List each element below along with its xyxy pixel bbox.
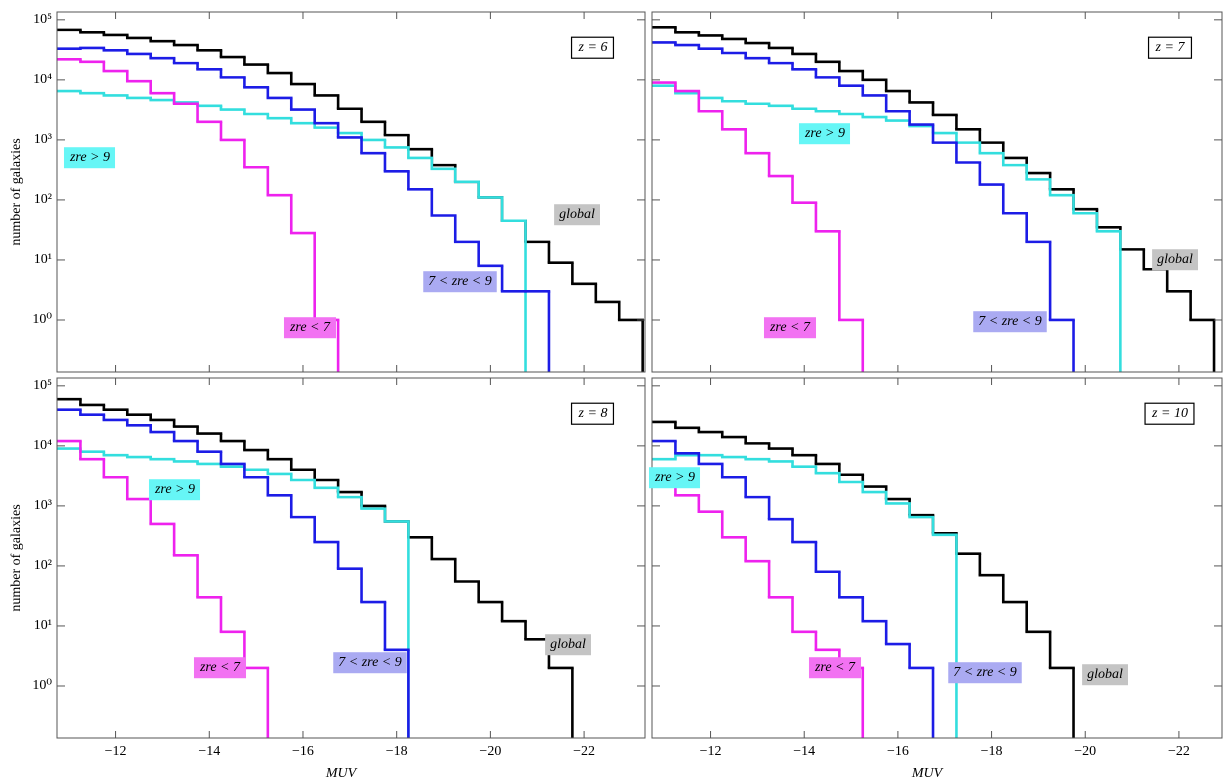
series-label: 7 < zre < 9 — [428, 274, 492, 289]
plot-area — [57, 28, 644, 372]
series-label: global — [1087, 667, 1123, 682]
y-tick-label: 10⁰ — [32, 312, 52, 327]
panel-label: z = 7 — [1155, 40, 1186, 55]
plot-frame — [56, 377, 646, 739]
x-tick-label: −22 — [1168, 744, 1190, 759]
x-axis-label: MUV — [325, 766, 358, 781]
x-tick-label: −22 — [573, 744, 595, 759]
y-tick-label: 10⁴ — [33, 72, 52, 87]
series-label: zre > 9 — [654, 470, 695, 485]
series-label-box — [763, 317, 817, 339]
series-label-box — [808, 657, 862, 679]
y-tick-label: 10⁵ — [33, 378, 52, 393]
y-tick-label: 10⁰ — [32, 678, 52, 693]
x-tick-label: −12 — [105, 744, 127, 759]
panel-label: z = 8 — [578, 406, 608, 421]
y-tick-label: 10² — [34, 558, 52, 573]
series-label-box — [148, 479, 201, 501]
series-label-box — [798, 123, 851, 145]
plot-area — [57, 397, 574, 738]
x-tick-label: −12 — [700, 744, 722, 759]
plot-frame — [56, 11, 646, 373]
plot-area — [652, 420, 1075, 738]
y-tick-label: 10³ — [34, 132, 52, 147]
series-label: 7 < zre < 9 — [338, 655, 402, 670]
y-tick-label: 10⁵ — [33, 12, 52, 27]
series-label: 7 < zre < 9 — [953, 665, 1017, 680]
series-label: zre < 7 — [814, 660, 856, 675]
panel-label-box — [570, 36, 615, 59]
series-label: zre > 9 — [804, 126, 845, 141]
y-tick-label: 10³ — [34, 498, 52, 513]
series-label: global — [559, 207, 595, 222]
x-tick-label: −16 — [292, 744, 314, 759]
series-label-box — [423, 271, 497, 293]
series-label-box — [973, 311, 1047, 333]
plot-area — [652, 26, 1216, 372]
plot-frame — [651, 377, 1223, 739]
y-tick-label: 10² — [34, 192, 52, 207]
series-label-box — [63, 147, 116, 169]
x-tick-label: −16 — [887, 744, 909, 759]
series-label-box — [948, 662, 1022, 684]
panel-label-box — [570, 402, 615, 425]
series-label: zre < 7 — [769, 320, 811, 335]
y-tick-label: 10⁴ — [33, 438, 52, 453]
x-tick-label: −18 — [981, 744, 1003, 759]
y-axis-label: number of galaxies — [9, 504, 24, 611]
series-label: global — [550, 637, 586, 652]
panel-label: z = 10 — [1151, 406, 1188, 421]
series-label-box — [648, 467, 701, 489]
series-label: global — [1157, 252, 1193, 267]
series-label-box — [283, 317, 337, 339]
series-label: zre > 9 — [154, 482, 195, 497]
x-axis-label: MUV — [911, 766, 944, 781]
series-label-box — [1082, 664, 1128, 686]
series-label: zre < 7 — [199, 660, 241, 675]
panel-label-box — [1144, 402, 1195, 425]
panel-label-box — [1147, 36, 1193, 59]
x-tick-label: −18 — [386, 744, 408, 759]
series-label-box — [1152, 249, 1198, 271]
series-label-box — [554, 204, 600, 226]
series-label-box — [193, 657, 247, 679]
x-tick-label: −20 — [479, 744, 501, 759]
series-label-box — [545, 634, 591, 656]
x-tick-label: −14 — [793, 744, 815, 759]
x-tick-label: −20 — [1074, 744, 1096, 759]
y-tick-label: 10¹ — [34, 252, 52, 267]
y-tick-label: 10¹ — [34, 618, 52, 633]
series-label: zre < 7 — [289, 320, 331, 335]
plot-frame — [651, 11, 1223, 373]
series-label: zre > 9 — [69, 150, 110, 165]
x-tick-label: −14 — [198, 744, 220, 759]
series-label-box — [333, 652, 407, 674]
y-axis-label: number of galaxies — [9, 138, 24, 245]
panel-label: z = 6 — [578, 40, 608, 55]
series-label: 7 < zre < 9 — [978, 314, 1042, 329]
